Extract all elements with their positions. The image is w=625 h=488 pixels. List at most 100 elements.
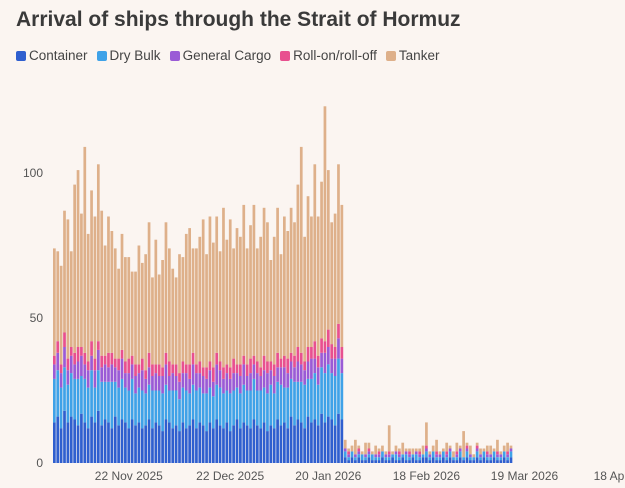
bar-segment-general-cargo-125: [475, 448, 479, 452]
bar-segment-dry-bulk-96: [377, 457, 381, 461]
bar-segment-general-cargo-15: [103, 364, 107, 382]
bar-segment-tanker-32: [161, 260, 164, 368]
bar-segment-dry-bulk-47: [211, 396, 215, 429]
legend-item-dry-bulk[interactable]: Dry Bulk: [96, 48, 161, 63]
bar-segment-container-90: [357, 457, 361, 463]
bar-segment-general-cargo-77: [313, 358, 317, 374]
bar-segment-tanker-121: [462, 431, 465, 458]
bar-segment-roll-on-roll-off-79: [320, 338, 323, 353]
bar-segment-dry-bulk-25: [137, 387, 141, 423]
bar-segment-roll-on-roll-off-28: [147, 352, 151, 368]
bar-segment-tanker-79: [320, 181, 323, 339]
bar-segment-dry-bulk-116: [445, 457, 449, 461]
bar-segment-container-92: [364, 460, 367, 463]
bar-segment-roll-on-roll-off-3: [63, 332, 66, 347]
bar-segment-general-cargo-73: [299, 364, 303, 382]
bar-segment-roll-on-roll-off-36: [174, 364, 178, 376]
bar-segment-dry-bulk-32: [161, 393, 164, 432]
bar-segment-general-cargo-42: [195, 373, 198, 391]
bar-segment-tanker-17: [110, 231, 114, 353]
bar-segment-container-18: [113, 416, 117, 463]
bar-segment-general-cargo-68: [283, 367, 286, 388]
bar-segment-dry-bulk-99: [387, 457, 391, 461]
bar-segment-general-cargo-25: [137, 373, 141, 388]
bar-segment-container-20: [120, 419, 124, 463]
x-tick-label-2: 20 Jan 2026: [295, 469, 361, 483]
bar-segment-general-cargo-69: [286, 373, 290, 388]
bar-segment-roll-on-roll-off-78: [316, 355, 320, 368]
bar-segment-tanker-133: [502, 445, 506, 452]
y-tick-label-50: 50: [30, 311, 44, 325]
bar-segment-container-36: [174, 425, 178, 463]
bar-segment-tanker-135: [509, 445, 513, 449]
bar-segment-dry-bulk-90: [357, 454, 361, 458]
bar-segment-roll-on-roll-off-50: [222, 367, 225, 379]
bar-segment-general-cargo-21: [124, 373, 127, 388]
bar-segment-tanker-119: [455, 442, 459, 452]
bar-segment-tanker-111: [428, 451, 432, 455]
bar-segment-roll-on-roll-off-8: [80, 347, 83, 356]
bar-segment-container-13: [96, 410, 100, 463]
bar-segment-dry-bulk-69: [286, 387, 290, 429]
bar-segment-dry-bulk-120: [458, 451, 462, 458]
bar-segment-dry-bulk-135: [509, 451, 513, 458]
bar-segment-roll-on-roll-off-19: [117, 358, 120, 371]
bar-segment-general-cargo-59: [252, 364, 256, 379]
bar-segment-container-121: [462, 460, 465, 463]
bar-segment-tanker-112: [431, 445, 435, 452]
bar-segment-general-cargo-44: [201, 376, 205, 394]
bar-segment-container-45: [205, 431, 208, 463]
bar-segment-tanker-113: [435, 439, 438, 452]
bar-segment-container-19: [117, 425, 120, 463]
bar-segment-general-cargo-126: [479, 454, 482, 458]
bar-segment-container-88: [350, 457, 354, 463]
bar-segment-container-52: [228, 431, 232, 463]
bar-segment-roll-on-roll-off-37: [178, 373, 181, 382]
bar-segment-container-133: [502, 457, 506, 463]
bar-segment-tanker-127: [482, 448, 486, 452]
bar-segment-dry-bulk-64: [269, 384, 273, 426]
legend-item-general-cargo[interactable]: General Cargo: [169, 48, 271, 63]
bar-segment-general-cargo-29: [151, 376, 154, 391]
bar-segment-dry-bulk-54: [235, 387, 239, 420]
bar-segment-container-107: [414, 460, 418, 463]
bar-segment-roll-on-roll-off-42: [195, 364, 198, 374]
bar-segment-general-cargo-30: [154, 373, 158, 391]
bar-segment-container-70: [289, 416, 293, 463]
bar-segment-container-68: [283, 422, 286, 463]
bar-segment-roll-on-roll-off-30: [154, 364, 158, 374]
bar-segment-general-cargo-20: [120, 358, 124, 379]
bar-segment-general-cargo-79: [320, 352, 323, 368]
bar-segment-roll-on-roll-off-47: [211, 367, 215, 382]
bar-segment-tanker-95: [374, 445, 378, 455]
legend-item-container[interactable]: Container: [16, 48, 88, 63]
bar-segment-tanker-42: [195, 248, 198, 365]
bar-segment-general-cargo-45: [205, 378, 208, 394]
bar-segment-dry-bulk-40: [188, 393, 191, 426]
bar-segment-roll-on-roll-off-57: [245, 364, 249, 376]
bar-segment-tanker-120: [458, 445, 462, 449]
bar-segment-general-cargo-63: [266, 373, 269, 394]
legend-item-tanker[interactable]: Tanker: [385, 48, 439, 63]
bar-segment-general-cargo-55: [239, 376, 242, 394]
bar-segment-general-cargo-119: [455, 454, 459, 458]
bar-segment-container-135: [509, 457, 513, 463]
bar-segment-container-116: [445, 460, 449, 463]
bar-segment-general-cargo-48: [215, 364, 219, 385]
bar-segment-container-65: [272, 428, 276, 463]
bar-segment-roll-on-roll-off-68: [283, 355, 286, 368]
bar-segment-tanker-98: [384, 451, 388, 455]
bar-segment-dry-bulk-51: [225, 390, 229, 423]
bar-segment-general-cargo-38: [181, 373, 185, 388]
legend-item-roll-on-roll-off[interactable]: Roll-on/roll-off: [280, 48, 377, 63]
bar-segment-tanker-5: [69, 251, 73, 347]
bar-segment-dry-bulk-56: [242, 384, 246, 423]
bar-segment-roll-on-roll-off-35: [171, 364, 175, 374]
bar-segment-dry-bulk-57: [245, 390, 249, 426]
bar-segment-roll-on-roll-off-49: [218, 361, 222, 371]
bar-segment-container-4: [66, 422, 70, 463]
bar-segment-general-cargo-12: [93, 370, 97, 388]
bar-segment-container-130: [492, 457, 496, 463]
bar-segment-general-cargo-134: [506, 454, 509, 458]
bar-segment-container-24: [134, 425, 137, 463]
